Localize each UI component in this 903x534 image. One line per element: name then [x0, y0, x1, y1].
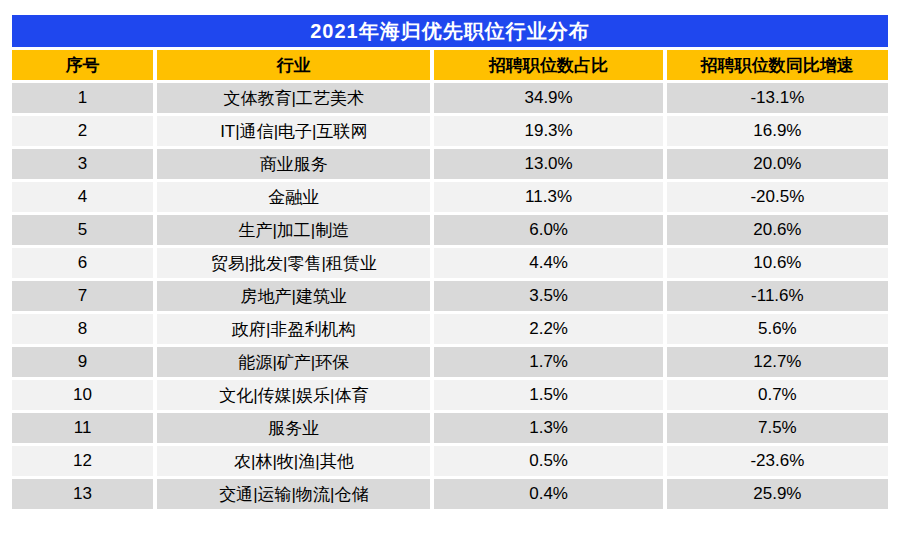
column-header-industry: 行业	[157, 50, 430, 80]
table-row: 4 金融业 11.3% -20.5%	[12, 182, 888, 212]
cell-share: 2.2%	[434, 314, 662, 344]
cell-yoy: -11.6%	[667, 281, 888, 311]
cell-yoy: 7.5%	[667, 413, 888, 443]
cell-share: 4.4%	[434, 248, 662, 278]
cell-share: 19.3%	[434, 116, 662, 146]
cell-share: 6.0%	[434, 215, 662, 245]
cell-yoy: 16.9%	[667, 116, 888, 146]
cell-industry: 农|林|牧|渔|其他	[157, 446, 430, 476]
cell-no: 3	[12, 149, 153, 179]
cell-no: 2	[12, 116, 153, 146]
cell-industry: 交通|运输|物流|仓储	[157, 479, 430, 509]
cell-no: 9	[12, 347, 153, 377]
table-row: 10 文化|传媒|娱乐|体育 1.5% 0.7%	[12, 380, 888, 410]
column-header-share: 招聘职位数占比	[434, 50, 662, 80]
cell-no: 8	[12, 314, 153, 344]
cell-share: 13.0%	[434, 149, 662, 179]
page: 2021年海归优先职位行业分布 序号 行业 招聘职位数占比 招聘职位数同比增速 …	[0, 0, 903, 534]
cell-industry: IT|通信|电子|互联网	[157, 116, 430, 146]
cell-yoy: 20.0%	[667, 149, 888, 179]
cell-share: 34.9%	[434, 83, 662, 113]
table-row: 5 生产|加工|制造 6.0% 20.6%	[12, 215, 888, 245]
cell-yoy: -20.5%	[667, 182, 888, 212]
table-row: 11 服务业 1.3% 7.5%	[12, 413, 888, 443]
table-title: 2021年海归优先职位行业分布	[12, 15, 888, 47]
cell-no: 5	[12, 215, 153, 245]
cell-no: 1	[12, 83, 153, 113]
data-table: 2021年海归优先职位行业分布 序号 行业 招聘职位数占比 招聘职位数同比增速 …	[8, 12, 892, 512]
cell-no: 11	[12, 413, 153, 443]
cell-share: 3.5%	[434, 281, 662, 311]
cell-yoy: 5.6%	[667, 314, 888, 344]
table-row: 13 交通|运输|物流|仓储 0.4% 25.9%	[12, 479, 888, 509]
cell-share: 11.3%	[434, 182, 662, 212]
cell-yoy: 0.7%	[667, 380, 888, 410]
cell-no: 4	[12, 182, 153, 212]
cell-share: 1.7%	[434, 347, 662, 377]
cell-industry: 政府|非盈利机构	[157, 314, 430, 344]
cell-industry: 能源|矿产|环保	[157, 347, 430, 377]
cell-no: 10	[12, 380, 153, 410]
table-row: 7 房地产|建筑业 3.5% -11.6%	[12, 281, 888, 311]
cell-no: 6	[12, 248, 153, 278]
cell-industry: 金融业	[157, 182, 430, 212]
cell-industry: 房地产|建筑业	[157, 281, 430, 311]
cell-no: 13	[12, 479, 153, 509]
cell-yoy: -23.6%	[667, 446, 888, 476]
table-row: 2 IT|通信|电子|互联网 19.3% 16.9%	[12, 116, 888, 146]
title-row: 2021年海归优先职位行业分布	[12, 15, 888, 47]
table-row: 9 能源|矿产|环保 1.7% 12.7%	[12, 347, 888, 377]
industry-distribution-table: 2021年海归优先职位行业分布 序号 行业 招聘职位数占比 招聘职位数同比增速 …	[8, 12, 892, 512]
cell-share: 1.3%	[434, 413, 662, 443]
cell-share: 1.5%	[434, 380, 662, 410]
cell-no: 7	[12, 281, 153, 311]
cell-industry: 贸易|批发|零售|租赁业	[157, 248, 430, 278]
cell-industry: 文体教育|工艺美术	[157, 83, 430, 113]
cell-yoy: -13.1%	[667, 83, 888, 113]
header-row: 序号 行业 招聘职位数占比 招聘职位数同比增速	[12, 50, 888, 80]
cell-yoy: 10.6%	[667, 248, 888, 278]
table-row: 8 政府|非盈利机构 2.2% 5.6%	[12, 314, 888, 344]
cell-yoy: 12.7%	[667, 347, 888, 377]
cell-no: 12	[12, 446, 153, 476]
cell-share: 0.4%	[434, 479, 662, 509]
cell-industry: 服务业	[157, 413, 430, 443]
column-header-yoy: 招聘职位数同比增速	[667, 50, 888, 80]
cell-share: 0.5%	[434, 446, 662, 476]
column-header-index: 序号	[12, 50, 153, 80]
table-row: 1 文体教育|工艺美术 34.9% -13.1%	[12, 83, 888, 113]
cell-industry: 文化|传媒|娱乐|体育	[157, 380, 430, 410]
cell-industry: 商业服务	[157, 149, 430, 179]
table-row: 3 商业服务 13.0% 20.0%	[12, 149, 888, 179]
table-row: 6 贸易|批发|零售|租赁业 4.4% 10.6%	[12, 248, 888, 278]
cell-yoy: 25.9%	[667, 479, 888, 509]
table-row: 12 农|林|牧|渔|其他 0.5% -23.6%	[12, 446, 888, 476]
cell-yoy: 20.6%	[667, 215, 888, 245]
cell-industry: 生产|加工|制造	[157, 215, 430, 245]
